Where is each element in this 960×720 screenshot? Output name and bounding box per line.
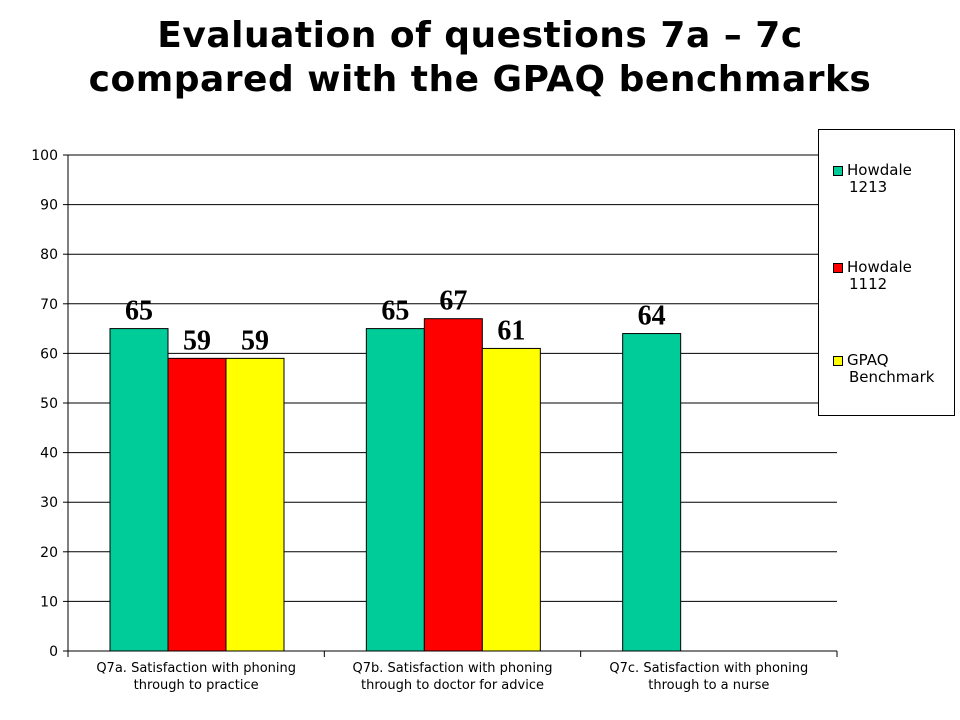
data-label: 67 bbox=[439, 286, 467, 317]
bar bbox=[423, 318, 483, 652]
y-tick-label: 10 bbox=[40, 594, 58, 610]
chart-title-line-1: Evaluation of questions 7a – 7c bbox=[157, 15, 803, 56]
legend-label: Howdale 1213 bbox=[847, 161, 912, 196]
x-category-label: Q7b. Satisfaction with phoning bbox=[353, 661, 553, 676]
y-tick-label: 40 bbox=[40, 446, 58, 462]
x-category-label: Q7c. Satisfaction with phoning bbox=[609, 661, 808, 676]
x-category-label: Q7a. Satisfaction with phoning bbox=[96, 661, 296, 676]
y-tick-label: 80 bbox=[40, 247, 58, 263]
y-tick-label: 50 bbox=[40, 396, 58, 412]
y-tick-label: 90 bbox=[40, 198, 58, 214]
legend-label: GPAQ Benchmark bbox=[847, 351, 935, 386]
bar bbox=[225, 357, 285, 652]
x-category-label: through to doctor for advice bbox=[361, 678, 544, 693]
data-label: 65 bbox=[381, 296, 409, 327]
bar bbox=[365, 328, 425, 652]
data-label: 59 bbox=[183, 325, 211, 356]
chart-legend: Howdale 1213 Howdale 1112 GPAQ Benchmark bbox=[818, 129, 955, 416]
chart-title-line-2: compared with the GPAQ benchmarks bbox=[88, 59, 872, 100]
legend-swatch bbox=[833, 356, 843, 366]
y-tick-label: 30 bbox=[40, 495, 58, 511]
bar bbox=[109, 328, 169, 652]
x-category-label: through to a nurse bbox=[648, 678, 769, 693]
x-category-label: through to practice bbox=[134, 678, 259, 693]
bar bbox=[167, 357, 227, 652]
y-tick-label: 20 bbox=[40, 545, 58, 561]
legend-swatch bbox=[833, 166, 843, 176]
legend-swatch bbox=[833, 263, 843, 273]
y-tick-label: 70 bbox=[40, 297, 58, 313]
data-label: 65 bbox=[125, 296, 153, 327]
y-tick-label: 100 bbox=[31, 148, 58, 164]
legend-label: Howdale 1112 bbox=[847, 258, 912, 293]
data-label: 61 bbox=[497, 315, 525, 346]
data-label: 64 bbox=[638, 301, 666, 332]
chart-title: Evaluation of questions 7a – 7c compared… bbox=[0, 14, 960, 102]
y-tick-label: 60 bbox=[40, 346, 58, 362]
bar bbox=[481, 347, 541, 652]
data-label: 59 bbox=[241, 325, 269, 356]
bar bbox=[622, 333, 682, 652]
y-tick-label: 0 bbox=[49, 644, 58, 660]
